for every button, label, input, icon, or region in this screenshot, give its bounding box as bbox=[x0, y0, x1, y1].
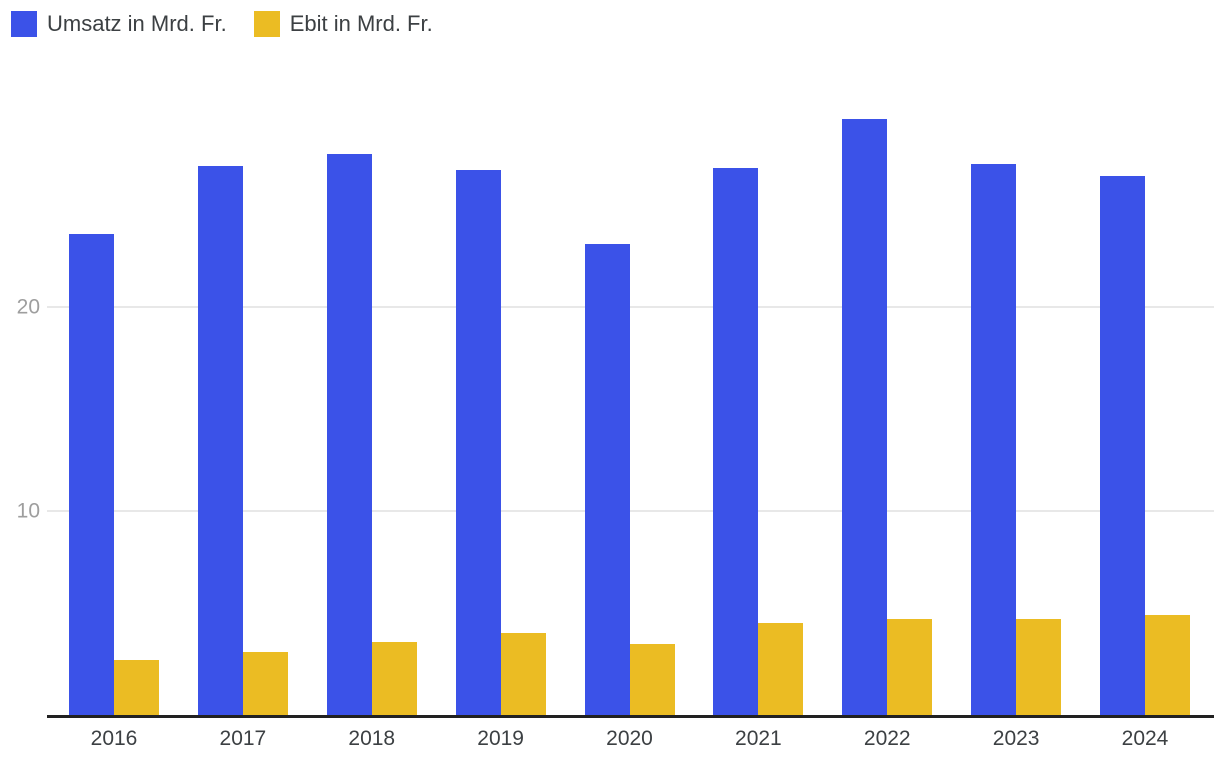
legend-item-ebit[interactable]: Ebit in Mrd. Fr. bbox=[253, 11, 433, 37]
bar-ebit-2017[interactable] bbox=[242, 651, 288, 715]
bar-ebit-2024[interactable] bbox=[1145, 615, 1190, 715]
x-axis-tick-label-2022: 2022 bbox=[863, 727, 911, 750]
umsatz-swatch-icon bbox=[11, 11, 37, 37]
bar-ebit-2020[interactable] bbox=[629, 643, 675, 715]
bar-ebit-2022[interactable] bbox=[887, 619, 933, 715]
x-axis-tick-label-2023: 2023 bbox=[992, 727, 1040, 750]
x-axis-line bbox=[47, 715, 1214, 718]
ebit-swatch-icon bbox=[253, 11, 280, 37]
bar-ebit-2021[interactable] bbox=[758, 623, 804, 715]
gridline-y-10 bbox=[47, 510, 1214, 512]
legend-label-ebit: Ebit in Mrd. Fr. bbox=[289, 11, 433, 36]
x-axis-tick-label-2018: 2018 bbox=[348, 727, 396, 750]
bar-umsatz-2020[interactable] bbox=[584, 243, 630, 715]
gridline-y-20 bbox=[47, 306, 1214, 308]
legend: Umsatz in Mrd. Fr. Ebit in Mrd. Fr. bbox=[11, 11, 433, 37]
y-axis-tick-label-20: 20 bbox=[16, 295, 40, 319]
bar-ebit-2016[interactable] bbox=[114, 659, 159, 715]
bar-ebit-2018[interactable] bbox=[371, 641, 417, 715]
x-axis-tick-label-2020: 2020 bbox=[606, 727, 653, 750]
bar-umsatz-2022[interactable] bbox=[842, 119, 888, 715]
bar-umsatz-2019[interactable] bbox=[455, 170, 501, 715]
legend-item-umsatz[interactable]: Umsatz in Mrd. Fr. bbox=[11, 11, 227, 37]
x-axis-tick-label-2024: 2024 bbox=[1121, 727, 1169, 750]
x-axis-tick-label-2016: 2016 bbox=[90, 727, 138, 750]
y-axis-tick-label-10: 10 bbox=[16, 499, 40, 523]
bar-ebit-2023[interactable] bbox=[1016, 619, 1062, 715]
bar-umsatz-2018[interactable] bbox=[326, 154, 372, 715]
x-axis-tick-label-2019: 2019 bbox=[477, 727, 524, 750]
bar-umsatz-2017[interactable] bbox=[197, 166, 243, 715]
bar-ebit-2019[interactable] bbox=[500, 633, 546, 715]
bar-umsatz-2024[interactable] bbox=[1100, 176, 1145, 715]
x-axis-tick-label-2021: 2021 bbox=[735, 727, 782, 750]
legend-label-umsatz: Umsatz in Mrd. Fr. bbox=[47, 11, 227, 36]
x-axis-tick-label-2017: 2017 bbox=[219, 727, 267, 750]
bar-umsatz-2023[interactable] bbox=[971, 164, 1017, 715]
bar-umsatz-2016[interactable] bbox=[69, 233, 114, 715]
bar-umsatz-2021[interactable] bbox=[713, 168, 759, 715]
